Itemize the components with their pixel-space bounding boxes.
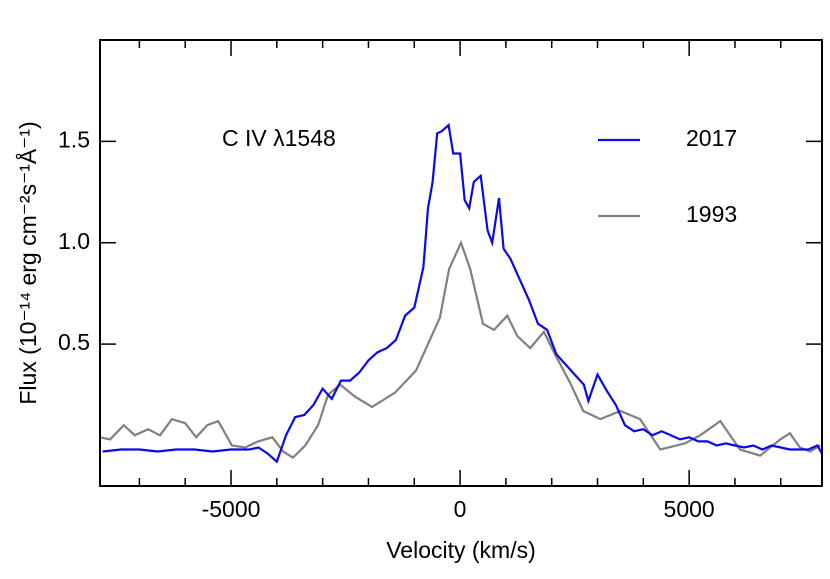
series-line (102, 122, 823, 464)
plot-frame (99, 39, 823, 487)
x-tick-label: 0 (454, 496, 467, 522)
series-line (99, 239, 821, 459)
x-tick-label: 5000 (664, 496, 715, 522)
y-axis-label: Flux (10⁻¹⁴ erg cm⁻²s⁻¹Å⁻¹) (14, 121, 41, 404)
annotation: C IV λ1548 (222, 125, 336, 151)
y-tick-label: 0.5 (58, 329, 90, 355)
legend-label: 1993 (686, 201, 737, 227)
legend-label: 2017 (686, 125, 737, 151)
y-tick-label: 1.0 (58, 228, 90, 254)
x-tick-label: -5000 (202, 496, 261, 522)
x-axis-label: Velocity (km/s) (386, 537, 536, 563)
y-tick-label: 1.5 (58, 126, 90, 152)
